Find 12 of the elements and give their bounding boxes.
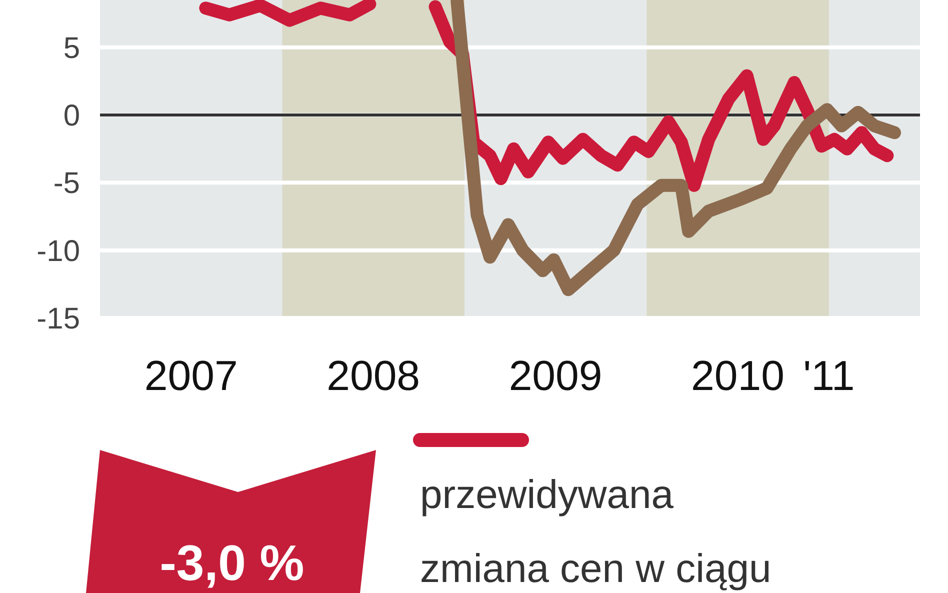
y-tick-label: 0: [63, 100, 80, 133]
y-tick-label: 5: [63, 32, 80, 65]
x-tick-label: 2007: [144, 352, 238, 399]
x-tick-label: 2008: [326, 352, 420, 399]
legend-label: przewidywana zmiana cen w ciągu: [420, 473, 772, 591]
x-tick-label: 2009: [508, 352, 602, 399]
y-tick-label: -15: [36, 302, 80, 336]
y-tick-label: -5: [53, 167, 80, 200]
y-tick-label: -10: [36, 234, 80, 268]
x-tick-label: 2010: [691, 352, 784, 399]
x-tick-label: '11: [803, 352, 855, 399]
text: -3,0 %: [160, 535, 304, 591]
